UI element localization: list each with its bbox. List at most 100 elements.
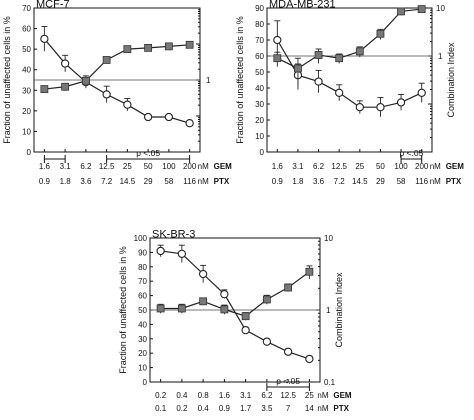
x-tick-label-ptx: 29 [376,177,385,186]
x-tick-label-ptx: 7.2 [334,177,346,186]
x-tick-label-ptx: 1.8 [60,177,72,186]
data-point-square [61,82,70,91]
data-point-circle [198,269,208,279]
data-point-square [417,5,426,13]
x-tick-label-ptx: 58 [397,177,406,186]
data-point-square [262,295,271,304]
data-point-circle [355,103,364,112]
data-point-circle [102,90,111,99]
sig-label: p <.05 [399,148,423,158]
y-tick-label: 90 [255,4,264,13]
data-point-circle [376,103,385,112]
y-axis-label: Fraction of unaffected cells in % [118,246,128,373]
x-tick-label-ptx: 29 [144,177,153,186]
x-tick-label-gem: 0.2 [155,391,167,400]
drug-label-ptx: PTX [446,177,462,186]
x-tick-label-gem: 12.5 [331,162,347,171]
data-point-circle [396,98,406,107]
data-point-square [355,47,364,56]
sig-label: p <.05 [276,376,300,386]
x-tick-label-ptx: 14 [305,404,314,413]
data-point-square [314,51,323,59]
y-tick-label: 40 [22,66,31,75]
y-axis-label: Fraction of unaffected cells in % [235,16,245,143]
x-tick-label-ptx: 1.8 [292,177,304,186]
unit-gem: nM [317,391,328,400]
y2-tick-label: 10 [324,234,333,243]
sig-label: p <.05 [136,148,160,158]
x-tick-label-ptx: 14.5 [120,177,136,186]
y2-tick-label: 0.1 [324,378,336,387]
drug-label-gem: GEM [333,391,352,400]
data-point-circle [143,112,153,122]
data-point-square [335,54,344,63]
data-point-circle [241,326,250,335]
unit-ptx: nM [430,177,441,186]
unit-ptx: nM [198,177,209,186]
data-point-circle [185,119,194,128]
x-tick-label-ptx: 116 [415,177,428,186]
data-point-square [164,42,173,51]
data-point-square [123,45,132,54]
data-point-square [220,305,229,314]
y-tick-label: 0 [260,148,265,157]
data-point-circle [177,249,187,258]
x-tick-label-ptx: 3.6 [313,177,325,186]
data-point-square [102,56,111,64]
x-tick-label-gem: 200 [415,162,429,171]
x-tick-label-gem: 1.6 [272,162,284,171]
drug-label-gem: GEM [446,162,465,171]
x-tick-label-gem: 200 [183,162,197,171]
data-point-circle [123,100,132,109]
data-point-circle [262,337,272,346]
y2-axis-label: Combination Index [334,272,344,348]
x-tick-label-gem: 3.1 [60,162,72,171]
x-tick-label-gem: 50 [144,162,153,171]
x-tick-label-gem: 25 [355,162,364,171]
data-point-square [376,29,385,38]
y-tick-label: 70 [255,36,264,45]
data-point-circle [283,347,293,356]
data-point-circle [220,290,229,299]
data-point-square [185,40,194,49]
data-point-square [273,54,282,63]
x-tick-label-ptx: 3.6 [80,177,92,186]
chart-title: SK-BR-3 [152,229,195,241]
drug-label-gem: GEM [214,162,233,171]
data-point-square [40,85,49,93]
data-point-square [199,297,208,306]
chart-1: 0 10 20 30 40 50 60 70 80 90 10 1 p <.05 MDA-MB-231 Fr… [235,0,464,186]
y-tick-label: 60 [22,25,31,34]
data-point-circle [273,35,282,45]
data-point-circle [305,354,314,364]
data-point-circle [335,88,344,97]
x-tick-label-gem: 12.5 [280,391,296,400]
series-line [43,38,190,124]
unit-ptx: nM [317,404,328,413]
y-tick-label: 30 [22,86,31,95]
y-tick-label: 80 [255,20,264,29]
data-point-circle [40,34,49,44]
data-point-square [294,64,302,73]
reference-label: 1 [438,52,443,61]
data-point-square [177,304,186,313]
data-point-square [284,283,293,292]
y-tick-label: 70 [22,4,31,13]
data-point-circle [417,88,426,97]
x-tick-label-gem: 25 [123,162,132,171]
y-tick-label: 10 [255,132,264,141]
y-tick-label: 100 [134,234,148,243]
data-point-square [144,43,153,52]
x-tick-label-ptx: 0.1 [155,404,167,413]
drug-label-ptx: PTX [333,404,349,413]
chart-title: MDA-MB-231 [269,0,336,11]
x-tick-label-gem: 0.4 [176,391,188,400]
x-tick-label-ptx: 1.7 [240,404,252,413]
data-point-square [241,312,250,321]
x-tick-label-gem: 12.5 [99,162,115,171]
reference-label: 1 [326,306,331,315]
y-tick-label: 70 [138,277,147,286]
y-tick-label: 10 [22,127,31,136]
unit-gem: nM [430,162,441,171]
x-tick-label-ptx: 0.9 [39,177,51,186]
